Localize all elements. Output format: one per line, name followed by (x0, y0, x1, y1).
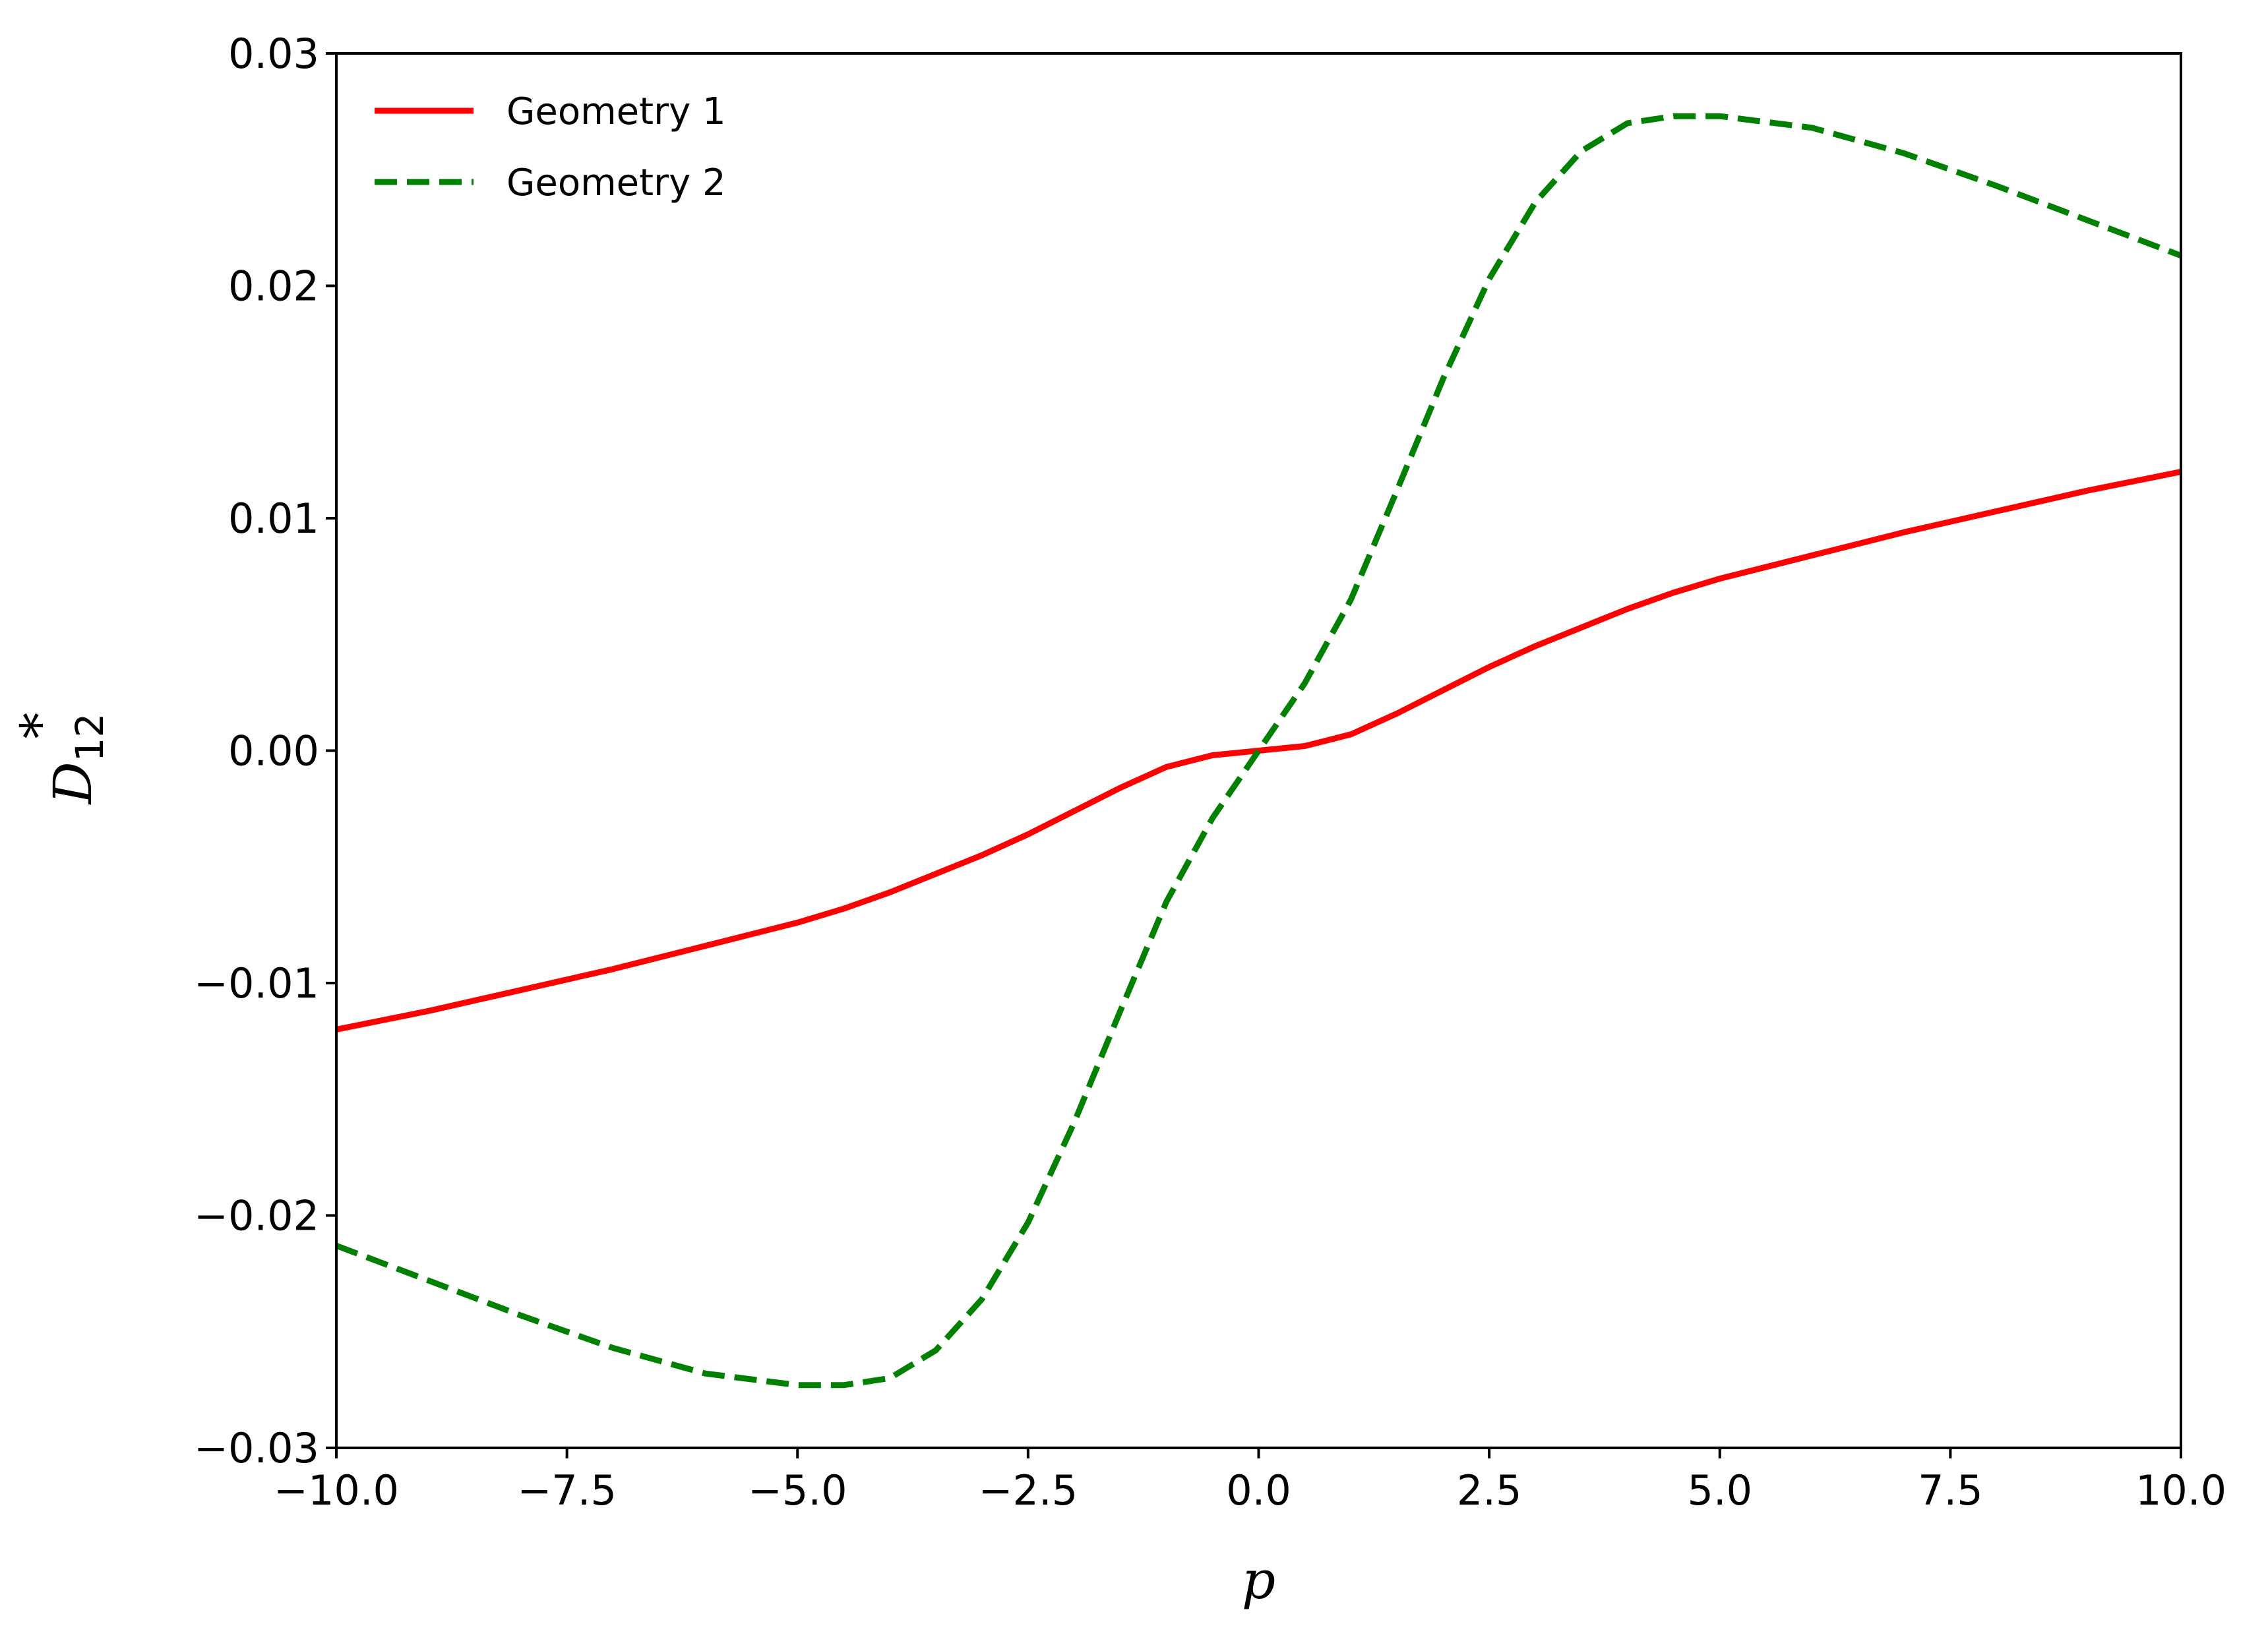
y-axis: −0.03 −0.02 −0.01 0.00 0.01 0.02 0.03 (194, 30, 336, 1472)
x-tick-label: 0.0 (1226, 1466, 1291, 1514)
x-tick-label: 10.0 (2135, 1466, 2226, 1514)
series-layer (336, 113, 2181, 1389)
y-axis-label-subscript: 12 (67, 713, 112, 762)
series-line-1 (336, 469, 2181, 1033)
y-tick-label: 0.02 (228, 262, 319, 311)
x-axis: −10.0 −7.5 −5.0 −2.5 0.0 2.5 5.0 7.5 10.0 (274, 1448, 2226, 1514)
y-tick-label: −0.02 (194, 1192, 319, 1240)
y-tick-label: −0.01 (194, 959, 319, 1007)
x-tick-label: 2.5 (1457, 1466, 1522, 1514)
y-axis-label-superscript: * (9, 713, 71, 739)
y-tick-label: 0.01 (228, 494, 319, 543)
y-axis-label: D12 (42, 713, 112, 806)
y-tick-label: −0.03 (194, 1424, 319, 1472)
x-tick-label: −10.0 (274, 1466, 399, 1514)
y-tick-label: 0.00 (228, 727, 319, 775)
x-tick-label: −2.5 (979, 1466, 1078, 1514)
x-tick-label: −7.5 (517, 1466, 617, 1514)
legend-label-2: Geometry 2 (506, 162, 726, 204)
x-tick-label: 7.5 (1918, 1466, 1983, 1514)
x-tick-label: −5.0 (748, 1466, 847, 1514)
x-axis-label: p (1242, 1549, 1275, 1611)
series-line-2 (336, 113, 2181, 1389)
x-tick-label: 5.0 (1687, 1466, 1752, 1514)
legend: Geometry 1 Geometry 2 (375, 90, 726, 204)
y-tick-label: 0.03 (228, 30, 319, 78)
y-axis-label-base: D (42, 762, 104, 805)
legend-label-1: Geometry 1 (506, 90, 726, 133)
